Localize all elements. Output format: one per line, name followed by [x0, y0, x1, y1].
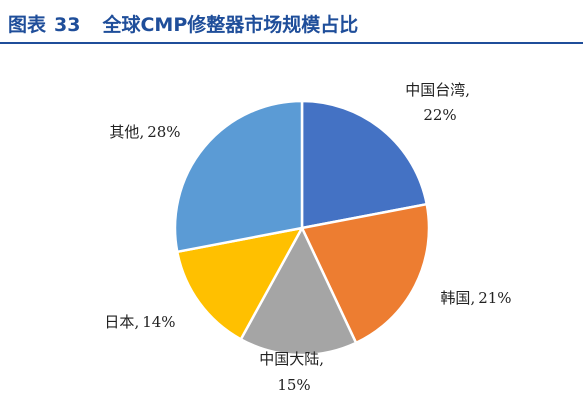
label-mainland: 中国大陆, 15% [259, 350, 329, 394]
label-taiwan-name: 中国台湾 [405, 81, 465, 99]
slice-korea [300, 202, 431, 345]
label-korea: 韩国, 21% [440, 289, 511, 307]
chart-title: 全球CMP修整器市场规模占比 [102, 14, 359, 36]
label-mainland-value: 15% [277, 376, 310, 394]
figure-number: 33 [54, 14, 81, 36]
label-taiwan-value: 22% [423, 106, 456, 124]
slice-mainland [239, 226, 358, 357]
label-other-value: 28% [147, 123, 180, 141]
slice-japan [176, 226, 304, 341]
label-mainland-name: 中国大陆 [259, 350, 319, 368]
slice-taiwan [300, 99, 428, 230]
label-korea-sep: , [470, 289, 475, 307]
pie-slices [173, 99, 431, 357]
label-korea-value: 21% [478, 289, 511, 307]
label-japan-name: 日本 [104, 313, 134, 331]
label-other-sep: , [139, 123, 144, 141]
label-taiwan: 中国台湾, 22% [405, 81, 475, 124]
label-japan-value: 14% [142, 313, 175, 331]
label-taiwan-sep: , [465, 81, 470, 99]
figure-header: 图表 33 全球CMP修整器市场规模占比 [0, 0, 583, 44]
title-underline [0, 42, 583, 44]
slice-other [173, 99, 304, 254]
label-korea-name: 韩国 [440, 289, 470, 307]
label-other-name: 其他 [109, 123, 139, 141]
label-other: 其他, 28% [109, 123, 180, 141]
figure-label: 图表 [8, 14, 47, 36]
label-japan: 日本, 14% [104, 313, 175, 331]
label-mainland-sep: , [319, 350, 324, 368]
label-japan-sep: , [134, 313, 139, 331]
figure-title: 图表 33 全球CMP修整器市场规模占比 [8, 10, 358, 37]
